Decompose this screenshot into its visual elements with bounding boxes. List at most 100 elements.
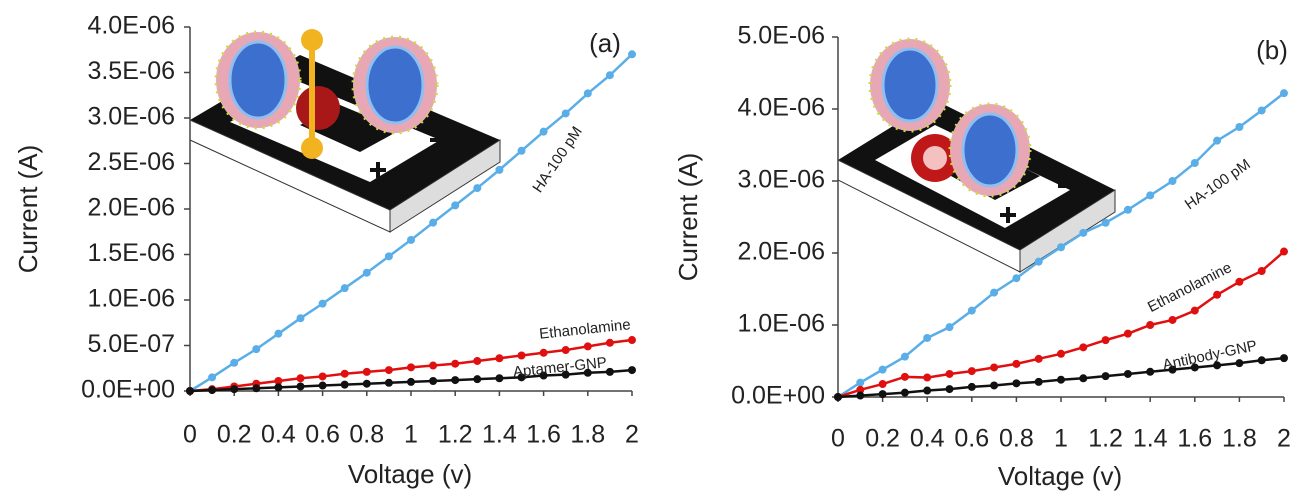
data-point <box>517 351 526 360</box>
data-point <box>1213 361 1222 370</box>
data-point <box>230 358 239 367</box>
y-tick-label: 5.0E-06 <box>737 22 825 50</box>
y-tick-label: 2.5E-06 <box>87 148 175 176</box>
data-point <box>1079 343 1088 352</box>
data-point <box>429 376 438 385</box>
y-axis-title: Current (A) <box>673 153 703 282</box>
data-point <box>186 387 194 395</box>
y-tick-label: 1.0E-06 <box>737 310 825 338</box>
data-point <box>1034 354 1043 363</box>
data-point <box>1012 274 1021 283</box>
data-point <box>340 284 349 293</box>
data-point <box>407 363 415 372</box>
data-point <box>990 288 999 297</box>
y-tick-label: 0.0E+00 <box>731 382 825 410</box>
data-point <box>1012 359 1021 368</box>
x-tick-label: 1.2 <box>438 421 473 449</box>
data-point <box>1235 359 1244 368</box>
data-point <box>1146 321 1155 329</box>
data-point <box>296 314 305 323</box>
series-label: Ethanolamine <box>538 316 631 342</box>
data-point <box>583 89 592 98</box>
data-point <box>878 365 887 374</box>
y-tick-label: 2.0E-06 <box>737 238 825 266</box>
data-point <box>429 218 438 227</box>
data-point <box>1057 243 1065 252</box>
x-tick-label: 1.6 <box>526 421 561 449</box>
data-point <box>1257 356 1266 365</box>
data-point <box>856 378 865 387</box>
data-point <box>967 367 976 376</box>
y-tick-label: 3.0E-06 <box>737 166 825 194</box>
data-point <box>1123 329 1132 338</box>
data-point <box>473 375 482 384</box>
y-axis-title: Current (A) <box>13 145 43 274</box>
data-point <box>1213 290 1222 299</box>
data-point <box>1123 205 1132 214</box>
data-point <box>539 127 548 136</box>
y-tick-label: 3.0E-06 <box>87 103 175 131</box>
data-point <box>605 338 614 347</box>
data-point <box>1034 377 1043 386</box>
data-point <box>1257 267 1266 275</box>
x-tick-label: 2 <box>625 421 639 449</box>
panel-label: (a) <box>589 28 621 58</box>
data-point <box>628 366 636 375</box>
x-axis-title: Voltage (v) <box>998 461 1122 491</box>
data-point <box>990 381 999 390</box>
series-label: Ethanolamine <box>1145 259 1234 316</box>
x-tick-label: 0.2 <box>217 421 252 449</box>
data-point <box>856 391 865 400</box>
panel-label: (b) <box>1256 35 1288 65</box>
data-point <box>1012 379 1021 388</box>
data-point <box>1123 369 1132 378</box>
data-point <box>340 369 349 378</box>
x-axis-title: Voltage (v) <box>348 459 472 489</box>
series-label: Antibody-GNP <box>1161 337 1258 374</box>
data-point <box>1190 306 1199 315</box>
data-point <box>1235 277 1244 286</box>
data-point <box>208 386 217 395</box>
data-point <box>1280 247 1288 256</box>
x-tick-label: 1 <box>404 421 418 449</box>
data-point <box>923 333 932 342</box>
data-point <box>583 368 592 377</box>
series-label: HA-100 pM <box>529 123 586 195</box>
data-point <box>495 165 504 174</box>
data-point <box>1146 367 1155 376</box>
data-point <box>296 382 305 391</box>
data-point <box>967 306 976 315</box>
data-point <box>384 378 393 387</box>
data-point <box>1280 354 1288 363</box>
x-tick-label: 1 <box>1054 425 1068 453</box>
data-point <box>1213 136 1222 145</box>
data-point <box>1235 123 1244 131</box>
data-point <box>923 373 932 382</box>
data-point <box>1057 375 1065 384</box>
data-point <box>318 372 327 381</box>
y-tick-label: 1.0E-06 <box>87 285 175 313</box>
x-tick-label: 1.8 <box>570 421 605 449</box>
data-point <box>561 109 570 118</box>
x-tick-label: 1.6 <box>1177 425 1212 453</box>
data-point <box>628 336 636 345</box>
data-point <box>318 299 327 308</box>
y-tick-label: 0.0E+00 <box>81 376 175 404</box>
data-point <box>318 381 327 390</box>
data-point <box>1146 191 1155 200</box>
x-tick-label: 0.4 <box>910 425 945 453</box>
data-point <box>1079 374 1088 383</box>
data-point <box>1034 257 1043 266</box>
data-point <box>990 363 999 372</box>
data-point <box>429 361 438 370</box>
data-point <box>362 367 371 376</box>
x-tick-label: 2 <box>1277 425 1290 453</box>
x-tick-label: 0 <box>183 421 197 449</box>
series-label: Aptamer-GNP <box>512 354 607 381</box>
data-point <box>1280 89 1288 98</box>
data-point <box>628 50 636 59</box>
x-tick-label: 1.2 <box>1088 425 1123 453</box>
y-tick-label: 4.0E-06 <box>737 94 825 122</box>
x-tick-label: 0 <box>831 425 845 453</box>
